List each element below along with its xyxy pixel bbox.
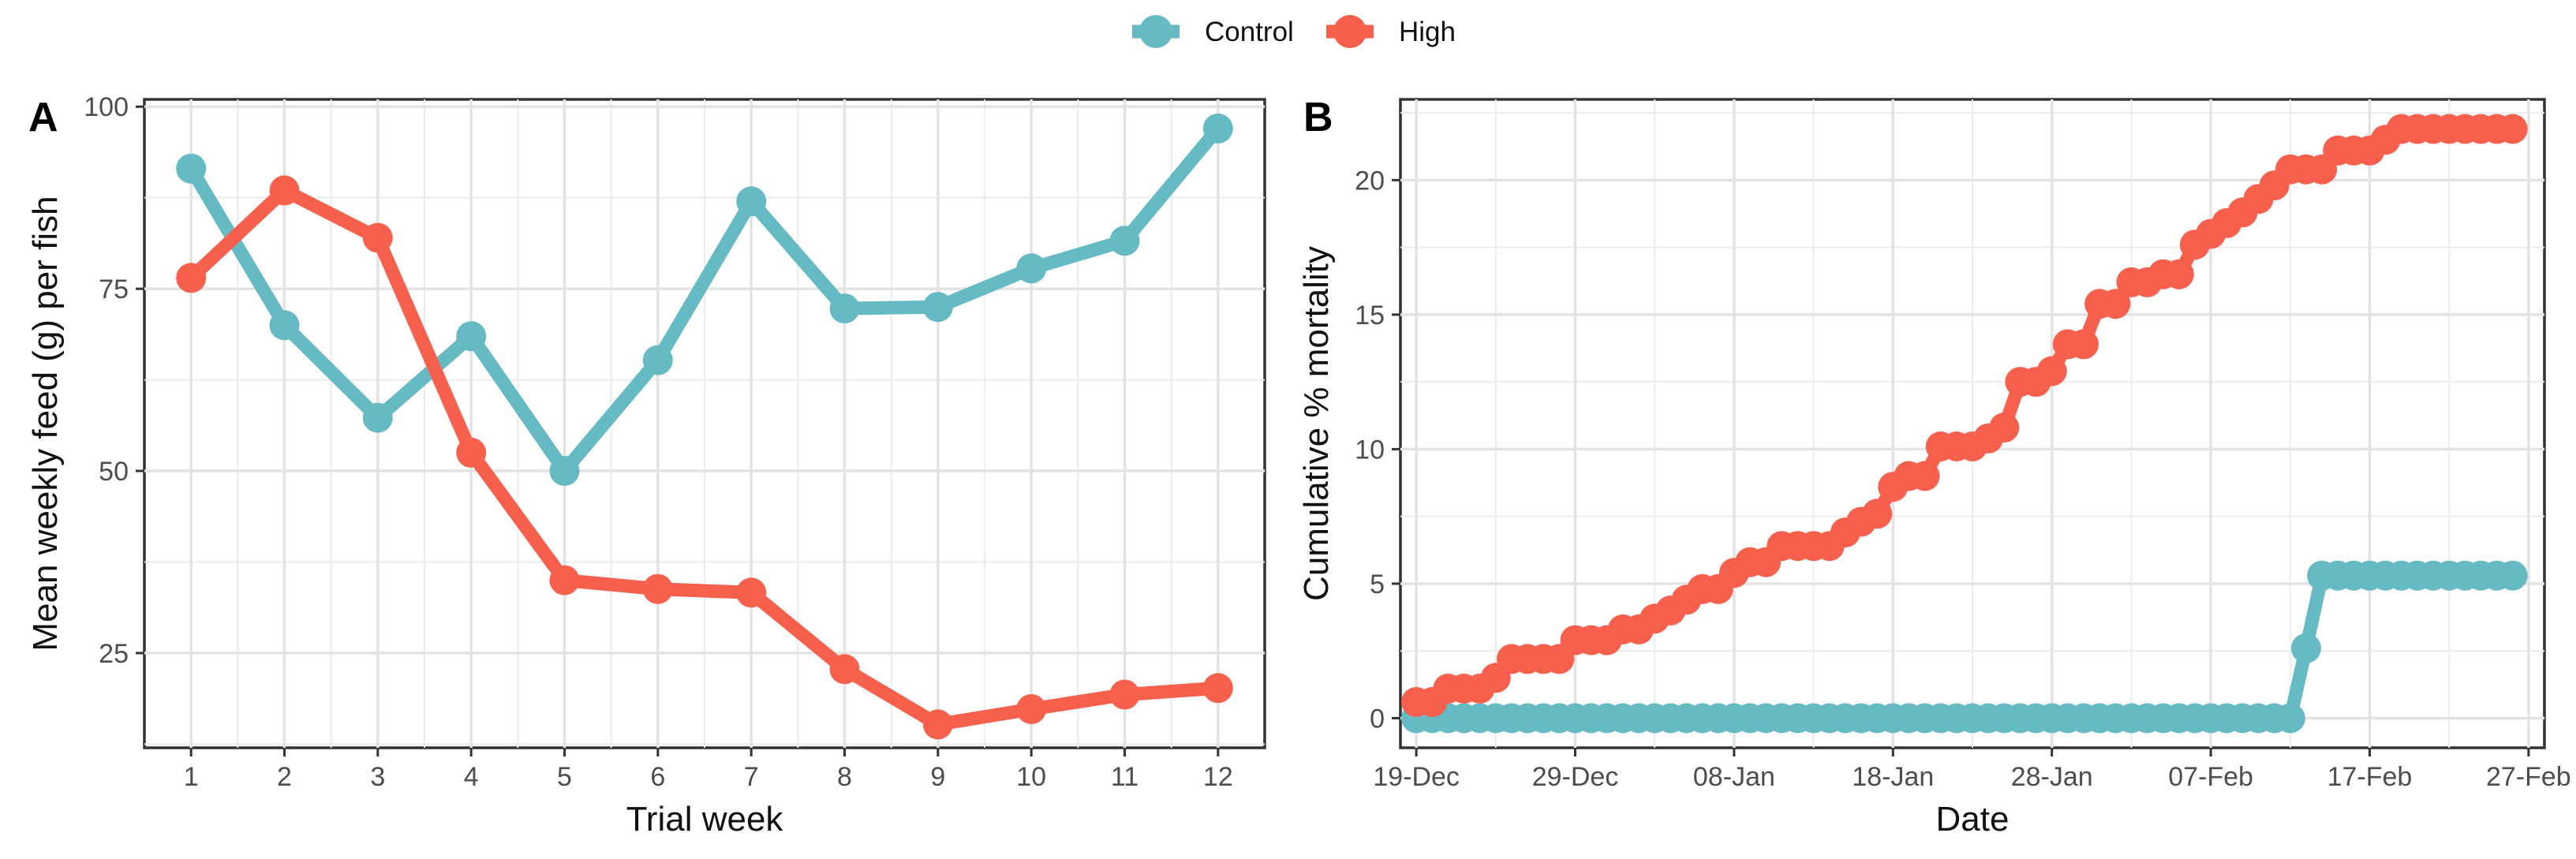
data-point-control — [549, 456, 580, 486]
data-point-high — [176, 263, 207, 293]
panel-a-series — [176, 113, 1233, 740]
legend-key-control-point — [1139, 15, 1172, 48]
data-point-high — [2069, 329, 2099, 360]
x-tick-label: 28-Jan — [2011, 762, 2093, 792]
x-tick-label: 19-Dec — [1373, 762, 1460, 792]
data-point-high — [456, 437, 487, 468]
panel-b-x-ticks: 19-Dec 29-Dec 08-Jan 18-Jan 28-Jan 07-Feb 17-F… — [1373, 748, 2571, 792]
legend: Control High — [1132, 15, 1456, 48]
data-point-high — [2036, 356, 2067, 387]
x-tick-label: 27-Feb — [2486, 762, 2571, 792]
data-point-control — [176, 153, 207, 184]
data-point-high — [1016, 694, 1047, 724]
legend-label-high: High — [1399, 17, 1456, 47]
data-point-high — [549, 565, 580, 596]
series-line-control — [184, 121, 1225, 478]
panel-a-grid — [144, 99, 1265, 748]
x-tick-label: 18-Jan — [1852, 762, 1934, 792]
data-point-high — [2163, 259, 2194, 289]
data-point-control — [1016, 253, 1047, 284]
legend-item-control: Control — [1132, 15, 1294, 48]
data-point-high — [642, 573, 673, 604]
data-point-high — [1989, 413, 2020, 443]
panel-b-series — [1401, 114, 2528, 734]
panel-a-x-axis-title: Trial week — [626, 800, 784, 838]
panel-a-y-axis-title: Mean weekly feed (g) per fish — [26, 196, 65, 651]
x-tick-label: 12 — [1203, 762, 1233, 792]
panel-a-tag: A — [28, 95, 58, 140]
y-tick-label: 15 — [1355, 301, 1385, 331]
data-point-high — [362, 222, 393, 253]
panel-a-y-ticks: 25 50 75 100 — [84, 92, 144, 669]
x-tick-label: 08-Jan — [1693, 762, 1775, 792]
series-line-high — [1409, 122, 2520, 709]
x-tick-label: 2 — [277, 762, 292, 792]
data-point-high — [829, 654, 860, 685]
y-tick-label: 50 — [99, 457, 129, 487]
data-point-control — [456, 321, 487, 352]
y-tick-label: 20 — [1355, 166, 1385, 196]
series-line-high — [184, 183, 1225, 731]
data-point-control — [642, 345, 673, 375]
data-point-control — [1109, 226, 1140, 256]
x-tick-label: 4 — [464, 762, 479, 792]
y-tick-label: 75 — [99, 275, 129, 304]
data-point-control — [922, 292, 953, 323]
data-point-control — [362, 402, 393, 433]
y-tick-label: 0 — [1370, 704, 1385, 734]
x-tick-label: 1 — [184, 762, 199, 792]
y-tick-label: 10 — [1355, 435, 1385, 465]
x-tick-label: 11 — [1111, 762, 1138, 792]
panel-b-x-axis-title: Date — [1936, 800, 2010, 838]
data-point-control — [2290, 633, 2321, 663]
data-point-high — [269, 175, 300, 206]
data-point-high — [1202, 673, 1233, 704]
y-tick-label: 25 — [99, 639, 129, 669]
x-tick-label: 7 — [744, 762, 759, 792]
x-tick-label: 8 — [837, 762, 852, 792]
panel-a-x-ticks: 1 2 3 4 5 6 7 8 9 10 11 12 — [184, 748, 1233, 792]
panel-b-tag: B — [1303, 95, 1333, 140]
panel-b-y-ticks: 0 5 10 15 20 — [1355, 166, 1400, 734]
legend-key-high-point — [1333, 15, 1367, 48]
legend-item-high: High — [1326, 15, 1456, 48]
data-point-high — [1862, 499, 1893, 529]
y-tick-label: 100 — [84, 92, 129, 122]
data-point-control — [736, 186, 767, 217]
data-point-control — [269, 310, 300, 341]
x-tick-label: 07-Feb — [2168, 762, 2253, 792]
x-tick-label: 3 — [370, 762, 385, 792]
x-tick-label: 10 — [1016, 762, 1046, 792]
x-tick-label: 9 — [930, 762, 945, 792]
data-point-high — [2497, 114, 2528, 144]
x-tick-label: 29-Dec — [1532, 762, 1619, 792]
data-point-control — [2275, 703, 2305, 734]
data-point-control — [829, 293, 860, 324]
data-point-high — [1109, 679, 1140, 710]
data-point-high — [1909, 461, 1940, 491]
x-tick-label: 17-Feb — [2327, 762, 2413, 792]
x-tick-label: 5 — [557, 762, 572, 792]
legend-label-control: Control — [1205, 17, 1294, 47]
panel-b: B 19-Dec 29-Dec 08-Jan 18-Jan 28-Jan 07-Feb 17… — [1297, 95, 2571, 838]
panel-b-y-axis-title: Cumulative % mortality — [1297, 246, 1336, 601]
y-tick-label: 5 — [1370, 570, 1385, 599]
x-tick-label: 6 — [650, 762, 665, 792]
data-point-high — [2100, 289, 2131, 319]
data-point-high — [736, 577, 767, 608]
data-point-control — [1202, 113, 1233, 144]
data-point-high — [922, 709, 953, 740]
data-point-control — [2497, 560, 2528, 591]
